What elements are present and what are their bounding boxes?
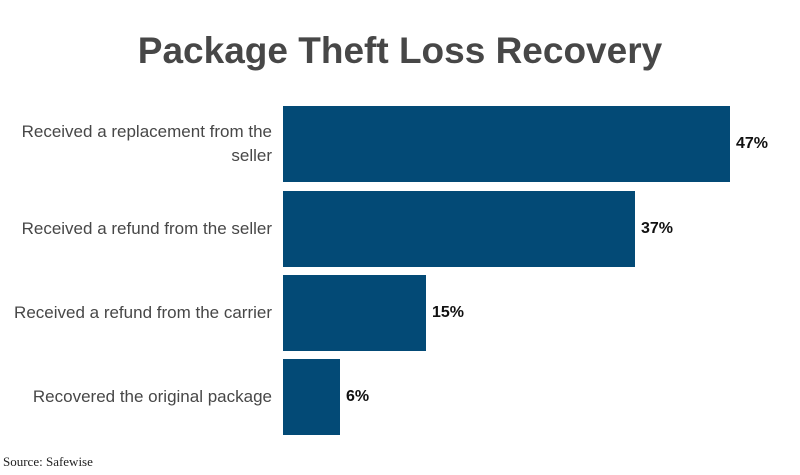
category-label: Received a refund from the carrier — [0, 275, 272, 351]
category-label-text: Received a refund from the carrier — [14, 303, 272, 322]
bar-row: Received a refund from the carrier 15% — [0, 275, 800, 351]
category-label-text: Received a refund from the seller — [21, 219, 272, 238]
value-label: 15% — [432, 304, 465, 321]
category-label: Received a replacement from the seller — [0, 106, 272, 182]
bar — [283, 275, 426, 351]
bar — [283, 106, 730, 182]
value-label: 47% — [736, 135, 769, 152]
bar-row: Received a replacement from the seller 47… — [0, 106, 800, 182]
category-label: Received a refund from the seller — [0, 191, 272, 267]
bar-row: Received a refund from the seller 37% — [0, 191, 800, 267]
value-label: 6% — [346, 388, 370, 405]
category-label-text: Recovered the original package — [32, 387, 272, 406]
value-label: 37% — [641, 220, 674, 237]
category-label: Recovered the original package — [0, 359, 272, 435]
bar — [283, 359, 340, 435]
chart-title: Package Theft Loss Recovery — [137, 30, 663, 71]
bar-row: Recovered the original package 6% — [0, 359, 800, 435]
source-note: Source: Safewise — [3, 454, 93, 469]
bar — [283, 191, 635, 267]
category-label-text: Received a replacement from the seller — [21, 122, 272, 165]
